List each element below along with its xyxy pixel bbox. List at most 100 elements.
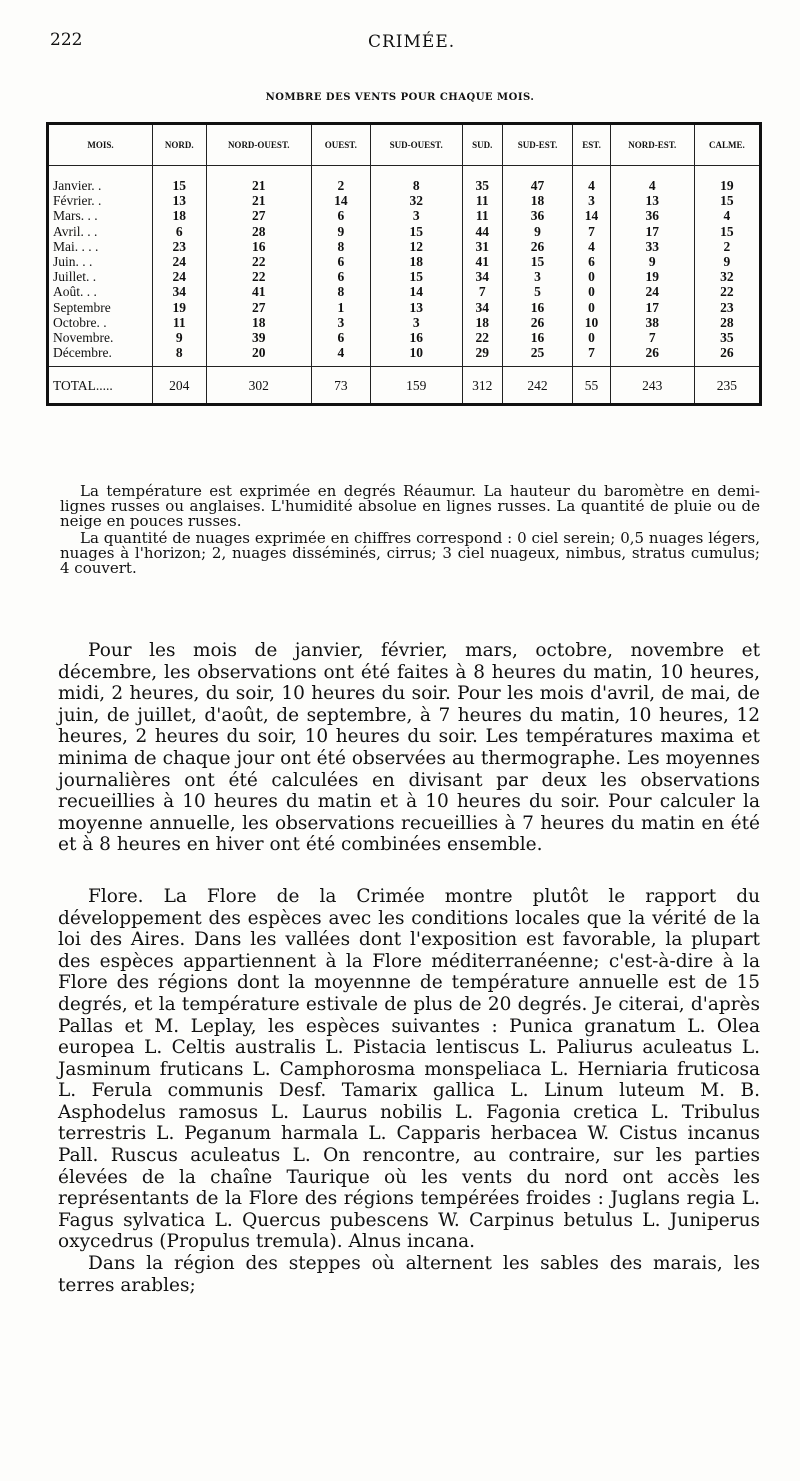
value-cell: 28 — [694, 314, 762, 331]
value-cell: 4 — [311, 345, 371, 367]
value-cell: 4 — [610, 165, 695, 194]
value-cell: 18 — [502, 193, 574, 209]
value-cell: 0 — [572, 269, 611, 285]
value-cell: 15 — [694, 223, 762, 239]
value-cell: 18 — [206, 314, 312, 331]
month-cell: Avril. . . — [47, 223, 154, 239]
value-cell: 38 — [610, 314, 695, 331]
table-row: Décembre. 8 20 4 10 29 25 7 26 26 — [47, 345, 762, 367]
value-cell: 39 — [206, 330, 312, 346]
column-header: SUD-EST. — [502, 123, 574, 166]
value-cell: 4 — [694, 208, 762, 224]
value-cell: 34 — [462, 269, 503, 285]
value-cell: 9 — [610, 254, 695, 270]
month-cell: Juin. . . — [47, 254, 154, 270]
value-cell: 22 — [462, 330, 503, 346]
value-cell: 6 — [311, 330, 371, 346]
value-cell: 24 — [152, 254, 207, 270]
running-title: CRIMÉE. — [368, 32, 456, 52]
value-cell: 19 — [610, 269, 695, 285]
value-cell: 28 — [206, 223, 312, 239]
value-cell: 6 — [152, 223, 207, 239]
value-cell: 10 — [572, 314, 611, 331]
column-header: SUD-OUEST. — [370, 123, 463, 166]
value-cell: 15 — [152, 165, 207, 194]
body-text: Pour les mois de janvier, février, mars,… — [58, 640, 760, 1296]
value-cell: 22 — [694, 284, 762, 300]
value-cell: 15 — [370, 223, 463, 239]
value-cell: 23 — [152, 238, 207, 255]
value-cell: 36 — [610, 208, 695, 224]
month-cell: Février. . — [47, 193, 154, 209]
value-cell: 3 — [311, 314, 371, 331]
month-cell: Mars. . . — [47, 208, 154, 224]
value-cell: 35 — [694, 330, 762, 346]
value-cell: 24 — [152, 269, 207, 285]
page-number: 222 — [50, 30, 83, 50]
value-cell: 26 — [694, 345, 762, 367]
value-cell: 14 — [370, 284, 463, 300]
value-cell: 11 — [462, 208, 503, 224]
value-cell: 17 — [610, 223, 695, 239]
value-cell: 26 — [610, 345, 695, 367]
value-cell: 22 — [206, 269, 312, 285]
table-row: Avril. . . 6 28 9 15 44 9 7 17 15 — [47, 223, 762, 239]
table-row: Octobre. . 11 18 3 3 18 26 10 38 28 — [47, 314, 762, 331]
paragraph-observations: Pour les mois de janvier, février, mars,… — [58, 640, 760, 856]
value-cell: 3 — [370, 314, 463, 331]
table-header-row: MOIS. NORD. NORD-OUEST. OUEST. SUD-OUEST. SUD… — [47, 123, 762, 166]
value-cell: 6 — [572, 254, 611, 270]
value-cell: 10 — [370, 345, 463, 367]
month-cell: Mai. . . . — [47, 238, 154, 255]
value-cell: 6 — [311, 269, 371, 285]
value-cell: 9 — [152, 330, 207, 346]
value-cell: 14 — [311, 193, 371, 209]
value-cell: 16 — [502, 330, 574, 346]
value-cell: 22 — [206, 254, 312, 270]
table-row: Mars. . . 18 27 6 3 11 36 14 36 4 — [47, 208, 762, 224]
value-cell: 8 — [311, 238, 371, 255]
value-cell: 16 — [502, 299, 574, 315]
value-cell: 29 — [462, 345, 503, 367]
value-cell: 6 — [311, 254, 371, 270]
value-cell: 21 — [206, 193, 312, 209]
value-cell: 3 — [572, 193, 611, 209]
month-cell: Octobre. . — [47, 314, 154, 331]
value-cell: 35 — [462, 165, 503, 194]
value-cell: 11 — [462, 193, 503, 209]
value-cell: 204 — [152, 366, 207, 405]
value-cell: 0 — [572, 299, 611, 315]
value-cell: 3 — [502, 269, 574, 285]
value-cell: 235 — [694, 366, 762, 405]
value-cell: 2 — [694, 238, 762, 255]
value-cell: 7 — [462, 284, 503, 300]
value-cell: 32 — [694, 269, 762, 285]
table-row: Novembre. 9 39 6 16 22 16 0 7 35 — [47, 330, 762, 346]
column-header: NORD-OUEST. — [206, 123, 312, 166]
value-cell: 8 — [311, 284, 371, 300]
value-cell: 27 — [206, 208, 312, 224]
value-cell: 4 — [572, 165, 611, 194]
note-clouds: La quantité de nuages exprimée en chiffr… — [60, 529, 760, 577]
value-cell: 6 — [311, 208, 371, 224]
value-cell: 73 — [311, 366, 371, 405]
table-row: Janvier. . 15 21 2 8 35 47 4 4 19 — [47, 165, 762, 194]
value-cell: 14 — [572, 208, 611, 224]
value-cell: 13 — [370, 299, 463, 315]
value-cell: 41 — [462, 254, 503, 270]
paragraph-steppes: Dans la région des steppes où alternent … — [58, 1253, 760, 1296]
value-cell: 2 — [311, 165, 371, 194]
value-cell: 15 — [694, 193, 762, 209]
table-row: Septembre 19 27 1 13 34 16 0 17 23 — [47, 299, 762, 315]
table-row: Juin. . . 24 22 6 18 41 15 6 9 9 — [47, 254, 762, 270]
value-cell: 44 — [462, 223, 503, 239]
value-cell: 11 — [152, 314, 207, 331]
value-cell: 7 — [572, 223, 611, 239]
value-cell: 15 — [370, 269, 463, 285]
value-cell: 7 — [610, 330, 695, 346]
value-cell: 302 — [206, 366, 312, 405]
value-cell: 24 — [610, 284, 695, 300]
value-cell: 13 — [610, 193, 695, 209]
value-cell: 18 — [370, 254, 463, 270]
